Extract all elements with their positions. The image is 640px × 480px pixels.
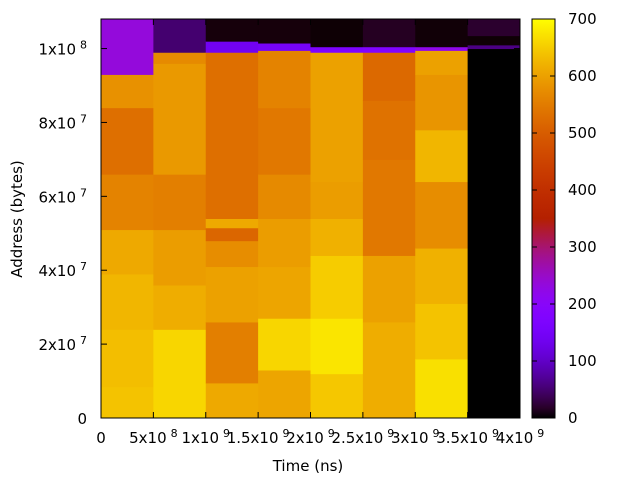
x-tick-label: 0 bbox=[96, 429, 106, 447]
heatmap-cell bbox=[258, 266, 311, 319]
x-tick-label: 5x10 8 bbox=[129, 427, 178, 447]
heatmap-cell bbox=[362, 100, 416, 160]
heatmap-cell bbox=[310, 181, 364, 219]
colorbar-tick-label: 100 bbox=[568, 352, 597, 370]
heatmap-cell bbox=[101, 19, 154, 75]
y-tick-label: 4x10 7 bbox=[38, 260, 87, 280]
heatmap-cell bbox=[153, 229, 207, 286]
heatmap-cell bbox=[467, 44, 521, 50]
colorbar-tick-label: 700 bbox=[568, 10, 597, 28]
heatmap-cell bbox=[310, 218, 364, 256]
heatmap-cell bbox=[467, 19, 521, 37]
heatmap-cell bbox=[415, 181, 469, 249]
heatmap-cell bbox=[415, 248, 469, 304]
y-tick-label: 6x10 7 bbox=[38, 186, 87, 206]
heatmap-cell bbox=[362, 159, 416, 256]
heatmap-cell bbox=[258, 369, 311, 419]
heatmap-cell bbox=[362, 46, 416, 53]
colorbar-tick-label: 300 bbox=[568, 238, 597, 256]
heatmap-cell bbox=[153, 63, 207, 175]
colorbar bbox=[531, 18, 556, 419]
heatmap-cell bbox=[205, 218, 259, 229]
heatmap-cell bbox=[153, 285, 207, 330]
y-axis-ticks: 0 2x10 7 4x10 7 6x10 7 8x10 7 1x10 8 bbox=[38, 39, 520, 428]
colorbar-tick-label: 0 bbox=[568, 409, 578, 427]
heatmap-cell bbox=[415, 19, 469, 48]
heatmap-cell bbox=[205, 41, 259, 53]
heatmap-cell bbox=[467, 48, 521, 419]
x-tick-label: 2x10 9 bbox=[286, 427, 335, 447]
y-tick-label: 0 bbox=[77, 410, 87, 428]
x-tick-label: 3.5x10 9 bbox=[436, 427, 499, 447]
heatmap-cell bbox=[362, 19, 416, 48]
heatmap-cell bbox=[205, 227, 259, 242]
heatmap-cell bbox=[362, 321, 416, 419]
heatmap-cell bbox=[205, 52, 259, 219]
heatmap-cell bbox=[153, 52, 207, 64]
heatmap-cell bbox=[101, 329, 154, 388]
heatmap-cell bbox=[205, 266, 259, 323]
colorbar-tick-label: 400 bbox=[568, 181, 597, 199]
heatmap-cell bbox=[362, 255, 416, 323]
heatmap-cell bbox=[101, 107, 154, 175]
x-tick-label: 1x10 9 bbox=[181, 427, 230, 447]
heatmap-cell bbox=[205, 240, 259, 268]
x-axis-label: Time (ns) bbox=[272, 457, 344, 475]
heatmap-cell bbox=[415, 50, 469, 75]
heatmap-cell bbox=[153, 329, 207, 419]
x-tick-label: 4x10 9 bbox=[496, 427, 545, 447]
heatmap-cell bbox=[205, 19, 259, 42]
heatmap-cell bbox=[101, 386, 154, 419]
heatmap-cell bbox=[310, 318, 364, 375]
y-tick-label: 1x10 8 bbox=[38, 39, 87, 59]
y-tick-label: 8x10 7 bbox=[38, 112, 87, 132]
colorbar-ticks: 0 100 200 300 400 500 600 700 bbox=[532, 10, 597, 427]
x-tick-label: 2.5x10 9 bbox=[331, 427, 394, 447]
heatmap-cell bbox=[258, 174, 311, 219]
heatmap-cell bbox=[101, 174, 154, 231]
heatmap-cell bbox=[310, 52, 364, 183]
colorbar-tick-label: 200 bbox=[568, 295, 597, 313]
heatmap-cell bbox=[362, 52, 416, 101]
heatmap-cell bbox=[310, 19, 364, 48]
heatmap-cell bbox=[258, 50, 311, 109]
heatmap-cell bbox=[310, 255, 364, 319]
heatmap-cell bbox=[258, 107, 311, 175]
heatmap-cell bbox=[101, 273, 154, 330]
heatmap-cell bbox=[205, 382, 259, 419]
heatmap-cell bbox=[258, 19, 311, 44]
heatmap-cell bbox=[205, 321, 259, 384]
heatmap-cell bbox=[415, 46, 469, 51]
heatmap-cell bbox=[415, 303, 469, 360]
y-tick-label: 2x10 7 bbox=[38, 334, 87, 354]
colorbar-tick-label: 500 bbox=[568, 124, 597, 142]
heatmap-cell bbox=[467, 35, 521, 46]
x-tick-label: 1.5x10 9 bbox=[227, 427, 290, 447]
heatmap-cell bbox=[310, 46, 364, 53]
y-axis-label: Address (bytes) bbox=[8, 160, 26, 278]
colorbar-tick-label: 600 bbox=[568, 67, 597, 85]
heatmap-cell bbox=[153, 174, 207, 231]
x-tick-label: 3x10 9 bbox=[391, 427, 440, 447]
heatmap-cell bbox=[153, 19, 207, 53]
heatmap-cell bbox=[258, 43, 311, 51]
heatmap-cell bbox=[258, 318, 311, 371]
heatmap-cells bbox=[101, 19, 521, 419]
heatmap-cell bbox=[101, 229, 154, 275]
heatmap-cell bbox=[258, 218, 311, 268]
heatmap-cell bbox=[310, 373, 364, 419]
heatmap-cell bbox=[415, 358, 469, 419]
heatmap-cell bbox=[101, 74, 154, 109]
heatmap-cell bbox=[415, 129, 469, 183]
heatmap-cell bbox=[415, 74, 469, 131]
